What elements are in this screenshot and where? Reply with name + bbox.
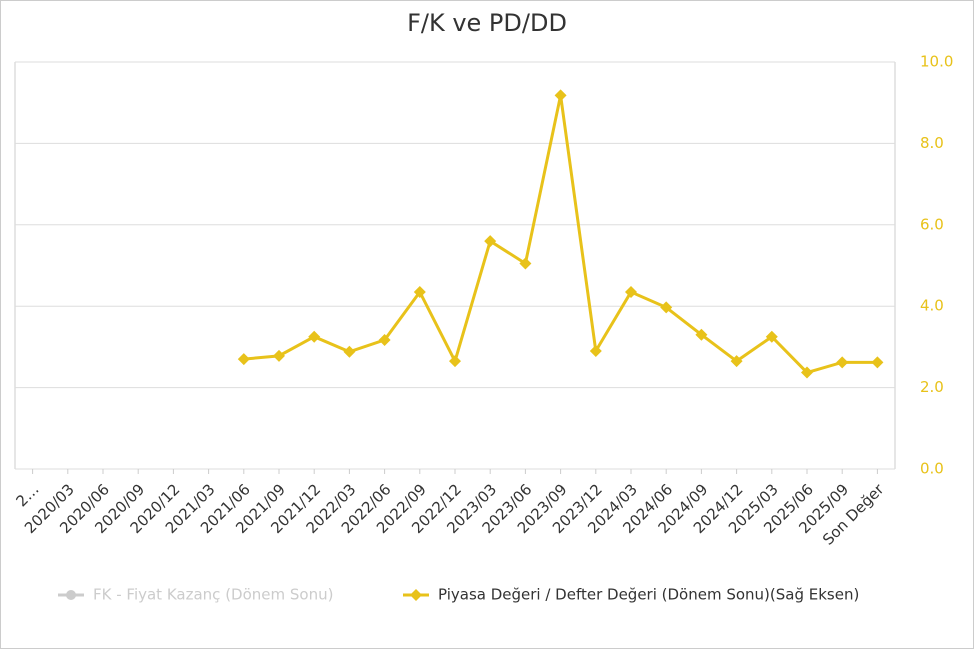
- marker: [801, 366, 813, 379]
- marker: [836, 356, 849, 369]
- marker: [484, 235, 497, 248]
- marker: [871, 356, 884, 369]
- marker: [308, 330, 321, 343]
- y2-tick-label: 4.0: [920, 297, 944, 315]
- y2-tick-label: 2.0: [920, 378, 944, 396]
- y2-tick-label: 8.0: [920, 134, 944, 152]
- marker: [695, 328, 708, 341]
- marker: [660, 301, 673, 314]
- marker: [589, 344, 602, 357]
- marker: [413, 285, 426, 298]
- marker: [554, 89, 567, 102]
- marker: [765, 330, 778, 343]
- marker: [237, 353, 250, 366]
- y2-tick-label: 10.0: [920, 53, 953, 71]
- marker: [625, 285, 637, 298]
- legend-swatch: [410, 589, 422, 601]
- chart-title: F/K ve PD/DD: [407, 9, 567, 37]
- y2-tick-label: 0.0: [920, 460, 944, 478]
- marker: [449, 355, 461, 368]
- legend-label[interactable]: FK - Fiyat Kazanç (Dönem Sonu): [93, 586, 333, 604]
- marker: [730, 355, 743, 368]
- legend-label[interactable]: Piyasa Değeri / Defter Değeri (Dönem Son…: [438, 586, 859, 604]
- marker: [519, 257, 532, 270]
- marker: [378, 333, 391, 346]
- marker: [273, 349, 285, 362]
- y2-tick-label: 6.0: [920, 215, 944, 233]
- legend-swatch: [66, 590, 76, 600]
- marker: [343, 345, 356, 358]
